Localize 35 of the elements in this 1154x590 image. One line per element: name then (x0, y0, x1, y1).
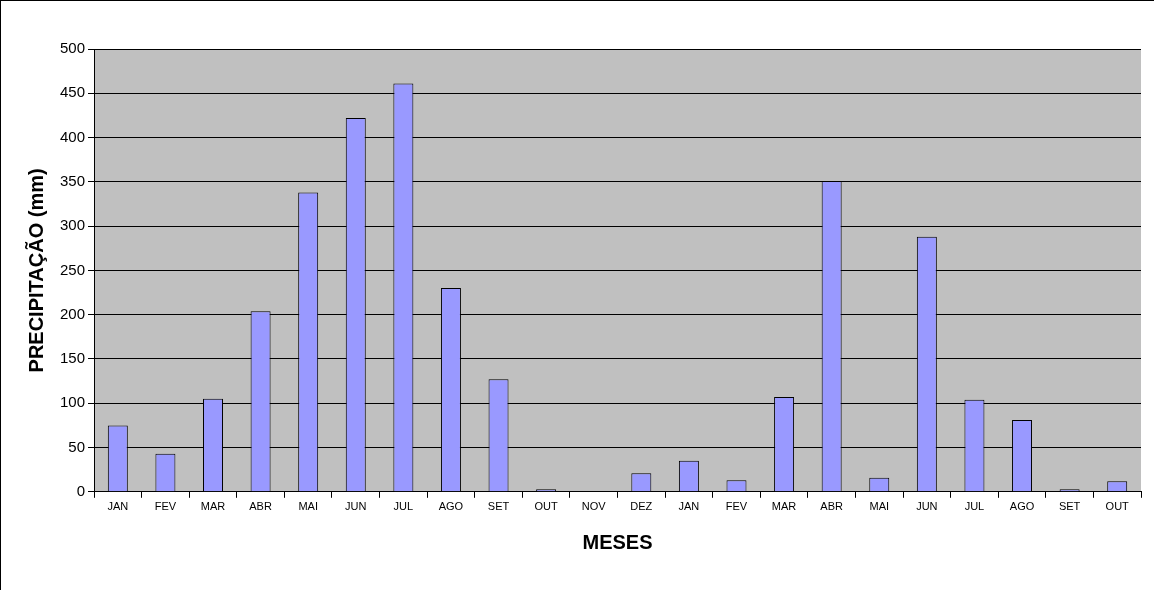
x-tick-label: MAR (200, 500, 226, 513)
y-tick-label: 200 (60, 304, 86, 322)
x-tick-label: OUT (534, 500, 559, 513)
x-tick-label: JUL (393, 500, 414, 513)
x-tick-label: MAI (869, 500, 890, 513)
x-tick-label: MAI (298, 500, 318, 513)
x-tick-label: AGO (438, 500, 464, 513)
x-tick-label: DEZ (630, 500, 653, 513)
y-tick-label: 100 (60, 393, 86, 411)
x-tick-label: JUN (916, 500, 938, 513)
x-tick-label: FEV (725, 500, 748, 513)
x-tick-label: SET (487, 500, 510, 513)
x-tick-label: JAN (678, 500, 700, 513)
x-tick-label: AGO (1009, 500, 1035, 513)
x-tick-label: SET (1058, 500, 1081, 513)
x-tick-label: JAN (107, 500, 129, 513)
y-axis-title: PRECIPITAÇÃO (mm) (24, 168, 47, 373)
y-tick-label: 150 (60, 349, 86, 367)
y-tick-label: 50 (68, 437, 86, 455)
x-tick-label: NOV (581, 500, 607, 513)
y-tick-label: 500 (60, 39, 86, 57)
x-tick-label: MAR (771, 500, 797, 513)
y-tick-label: 0 (76, 481, 86, 499)
x-tick-label: FEV (154, 500, 177, 513)
y-tick-label: 450 (60, 83, 86, 101)
y-tick-label: 250 (60, 260, 86, 278)
y-tick-label: 300 (60, 216, 86, 234)
x-tick-label: JUL (964, 500, 985, 513)
y-tick-label: 400 (60, 127, 86, 145)
x-tick-label: ABR (820, 500, 844, 513)
x-tick-label: ABR (249, 500, 272, 513)
x-tick-label: OUT (1105, 500, 1130, 513)
x-tick-label: JUN (345, 500, 367, 513)
y-tick-label: 350 (60, 171, 86, 189)
x-axis-title: MESES (582, 530, 653, 553)
